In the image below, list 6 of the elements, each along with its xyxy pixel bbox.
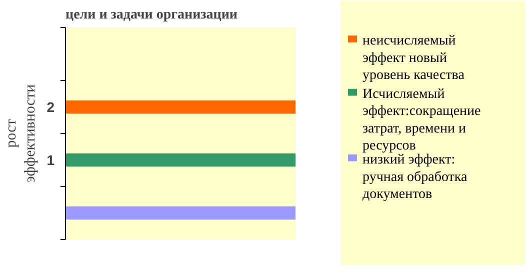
y-tick-label: 1 [46, 152, 55, 168]
y-axis-title: рост эффективности [4, 84, 39, 183]
legend-label: неисчисляемый эффект новый уровень качества [362, 34, 466, 84]
legend-label: низкий эффект: ручная обработка документов [362, 152, 468, 202]
y-tick-label: 2 [46, 99, 55, 115]
chart-title: цели и задачи организации [66, 8, 238, 22]
